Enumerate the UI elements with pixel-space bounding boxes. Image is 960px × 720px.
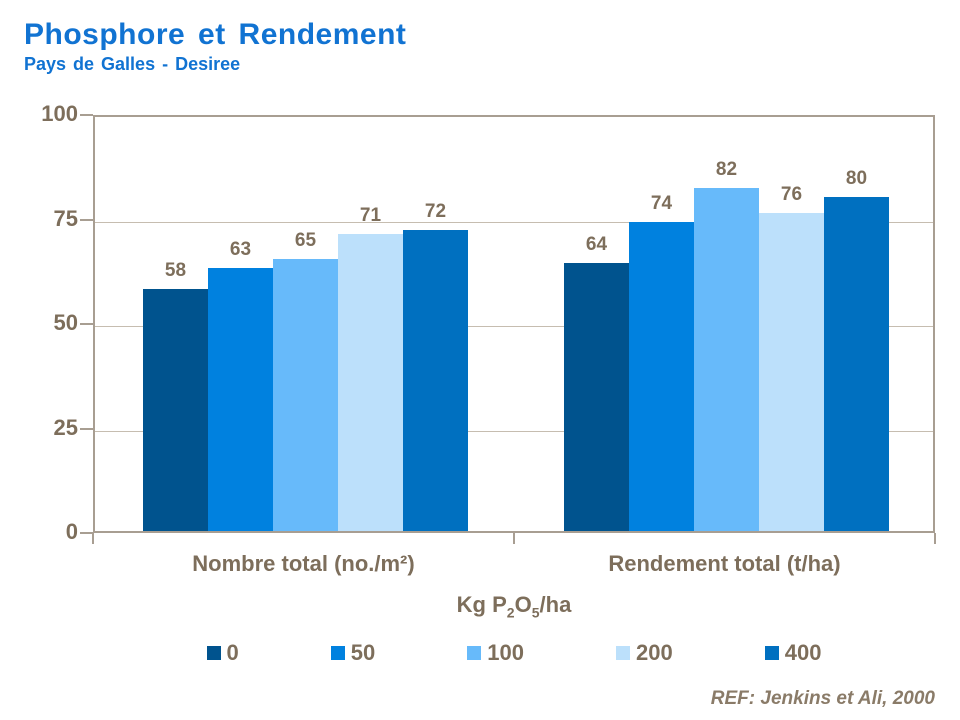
- x-axis-tick-1: [513, 533, 515, 544]
- y-axis-label-0: 0: [65, 519, 78, 544]
- bar-100kg-rendement: [694, 188, 759, 531]
- y-axis-tick-100: [80, 114, 93, 116]
- bar-0kg-rendement: [564, 263, 629, 531]
- legend-label: 50: [350, 640, 376, 665]
- legend-title: Kg P2O5/ha: [93, 592, 935, 620]
- bar-value-label: 72: [424, 201, 447, 223]
- bar-value-label: 64: [585, 234, 608, 256]
- bar-value-label: 82: [715, 159, 738, 181]
- bar-400kg-nombre: [403, 230, 468, 531]
- y-axis-label-100: 100: [41, 101, 78, 126]
- x-axis-tick-2: [934, 533, 936, 544]
- bar-value-label: 58: [164, 259, 187, 281]
- gridline-25: [95, 430, 933, 432]
- x-axis-tick-0: [92, 533, 94, 544]
- legend-title-sub5: 5: [531, 604, 540, 621]
- plot-area: 58 63 65 71 72 64 74 82 76 80: [93, 115, 935, 533]
- bar-value-label: 76: [780, 184, 803, 206]
- y-axis-label-75: 75: [53, 205, 78, 231]
- legend-item-400: 400: [764, 640, 822, 666]
- legend-swatch-icon: [467, 646, 482, 660]
- bar-400kg-rendement: [824, 196, 889, 531]
- bar-value-label: 80: [845, 167, 868, 189]
- chart-title: Phosphore et Rendement: [24, 18, 407, 51]
- bar-0kg-nombre: [143, 288, 208, 531]
- gridline-75: [95, 221, 933, 223]
- category-label-nombre-total: Nombre total (no./m²): [192, 551, 415, 576]
- bar-value-label: 63: [229, 238, 252, 260]
- legend-item-200: 200: [616, 640, 673, 666]
- y-axis-tick-25: [80, 427, 93, 430]
- legend-swatch-icon: [330, 646, 345, 660]
- legend-label: 400: [784, 640, 822, 665]
- y-axis-tick-0: [80, 532, 93, 534]
- gridline-50: [95, 326, 933, 327]
- bar-value-label: 65: [294, 230, 317, 252]
- reference-text: REF: Jenkins et Ali, 2000: [710, 688, 935, 709]
- y-axis-tick-75: [80, 218, 93, 221]
- legend-item-0: 0: [206, 640, 239, 666]
- bar-value-label: 74: [650, 192, 673, 214]
- legend-swatch-icon: [616, 646, 630, 660]
- legend-title-text: /ha: [539, 592, 572, 617]
- legend-label: 100: [487, 640, 524, 665]
- legend-title-sub2: 2: [506, 604, 515, 621]
- legend-title-text: O: [514, 592, 532, 617]
- legend-item-100: 100: [467, 640, 524, 666]
- y-axis-label-50: 50: [53, 310, 78, 335]
- y-axis-label-25: 25: [53, 414, 78, 440]
- y-axis-tick-50: [80, 323, 93, 325]
- bar-200kg-rendement: [759, 213, 824, 531]
- category-label-rendement-total: Rendement total (t/ha): [608, 551, 841, 576]
- bar-200kg-nombre: [338, 234, 403, 531]
- legend-swatch-icon: [764, 646, 779, 660]
- chart-subtitle: Pays de Galles - Desiree: [24, 54, 241, 74]
- bar-value-label: 71: [359, 205, 382, 227]
- legend-label: 0: [226, 640, 239, 665]
- bar-50kg-rendement: [629, 221, 694, 531]
- legend-title-text: Kg P: [456, 592, 507, 617]
- bar-50kg-nombre: [208, 267, 273, 531]
- legend-label: 200: [636, 640, 673, 665]
- legend-item-50: 50: [330, 640, 376, 666]
- legend: 0 50 100 200 400: [93, 640, 935, 666]
- legend-swatch-icon: [206, 646, 221, 660]
- bar-100kg-nombre: [273, 259, 338, 531]
